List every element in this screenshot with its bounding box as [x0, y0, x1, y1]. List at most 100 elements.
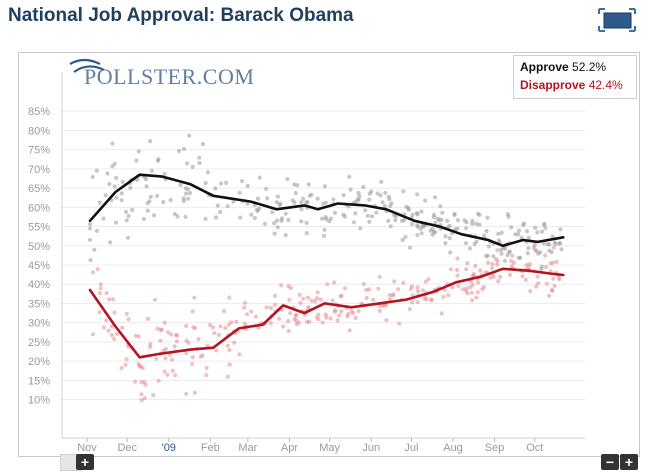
poll-point — [438, 204, 443, 209]
poll-point — [97, 200, 102, 205]
poll-point — [244, 312, 250, 317]
poll-point — [498, 274, 503, 279]
poll-point — [262, 221, 267, 226]
poll-point — [559, 247, 564, 252]
poll-point — [367, 219, 372, 224]
poll-point — [183, 191, 189, 196]
poll-point — [528, 289, 533, 294]
poll-point — [215, 203, 220, 208]
poll-point — [341, 193, 346, 198]
poll-point — [392, 279, 397, 284]
poll-point — [136, 149, 141, 154]
poll-point — [333, 308, 338, 313]
poll-point — [101, 216, 106, 221]
poll-point — [422, 296, 427, 302]
poll-point — [330, 298, 335, 303]
poll-point — [190, 355, 195, 360]
poll-point — [104, 290, 109, 296]
poll-point — [128, 185, 133, 191]
poll-point — [120, 179, 125, 184]
poll-point — [172, 212, 178, 217]
poll-point — [98, 286, 103, 291]
poll-point — [320, 216, 325, 221]
poll-point — [126, 317, 131, 322]
poll-point — [307, 319, 312, 324]
poll-point — [321, 233, 327, 238]
poll-point — [165, 330, 171, 335]
poll-point — [526, 235, 532, 240]
x-tick-label: '09 — [162, 442, 176, 454]
zoom-in-left-button[interactable]: + — [76, 454, 94, 470]
poll-point — [169, 332, 174, 337]
poll-point — [185, 187, 191, 192]
poll-point — [103, 193, 108, 198]
poll-point — [232, 340, 237, 345]
poll-point — [277, 316, 282, 321]
poll-point — [135, 177, 140, 182]
poll-point — [406, 205, 411, 210]
poll-point — [463, 241, 469, 246]
poll-point — [237, 352, 242, 357]
x-tick-label: Feb — [201, 442, 220, 454]
poll-point — [507, 249, 512, 254]
poll-point — [361, 282, 366, 287]
poll-point — [240, 178, 245, 184]
zoom-in-right-button[interactable]: + — [620, 454, 638, 470]
poll-point — [335, 318, 340, 323]
poll-point — [350, 310, 356, 316]
x-tick-label: Oct — [526, 442, 543, 454]
poll-point — [355, 197, 360, 202]
poll-point — [323, 312, 328, 317]
poll-point — [440, 210, 445, 215]
y-tick-label: 80% — [28, 125, 50, 137]
poll-point — [386, 218, 391, 223]
poll-point — [332, 280, 337, 285]
poll-point — [218, 324, 223, 329]
poll-point — [363, 208, 368, 213]
poll-point — [200, 142, 206, 147]
poll-point — [407, 245, 413, 250]
poll-point — [110, 141, 115, 146]
poll-point — [371, 297, 376, 303]
poll-point — [185, 196, 191, 201]
poll-point — [490, 262, 495, 267]
poll-point — [488, 275, 493, 280]
poll-point — [234, 319, 239, 324]
poll-point — [252, 215, 257, 221]
poll-point — [257, 175, 262, 180]
poll-point — [184, 351, 189, 356]
poll-point — [101, 325, 106, 330]
poll-point — [130, 207, 135, 212]
poll-point — [139, 398, 144, 403]
poll-point — [460, 287, 465, 292]
poll-point — [108, 240, 113, 245]
poll-point — [384, 318, 389, 323]
poll-point — [162, 171, 167, 176]
poll-point — [306, 295, 311, 300]
poll-point — [301, 196, 306, 201]
poll-point — [496, 279, 501, 284]
y-tick-label: 40% — [28, 279, 50, 291]
chart-frame — [18, 52, 640, 457]
poll-point — [152, 297, 158, 302]
poll-point — [245, 201, 250, 206]
poll-point — [253, 314, 259, 319]
poll-point — [415, 212, 420, 217]
poll-point — [264, 186, 269, 191]
poll-point — [145, 201, 150, 206]
poll-point — [387, 297, 393, 302]
expand-chart-button[interactable] — [598, 8, 636, 32]
poll-point — [184, 338, 189, 343]
poll-point — [268, 321, 273, 326]
poll-point — [155, 158, 161, 163]
poll-point — [419, 231, 424, 236]
poll-point — [320, 320, 325, 325]
poll-point — [552, 283, 557, 289]
poll-point — [301, 296, 306, 301]
poll-point — [299, 207, 304, 212]
poll-point — [216, 332, 222, 337]
poll-point — [445, 218, 450, 223]
zoom-out-button[interactable]: − — [601, 454, 619, 470]
poll-point — [95, 267, 100, 272]
poll-point — [547, 248, 552, 253]
